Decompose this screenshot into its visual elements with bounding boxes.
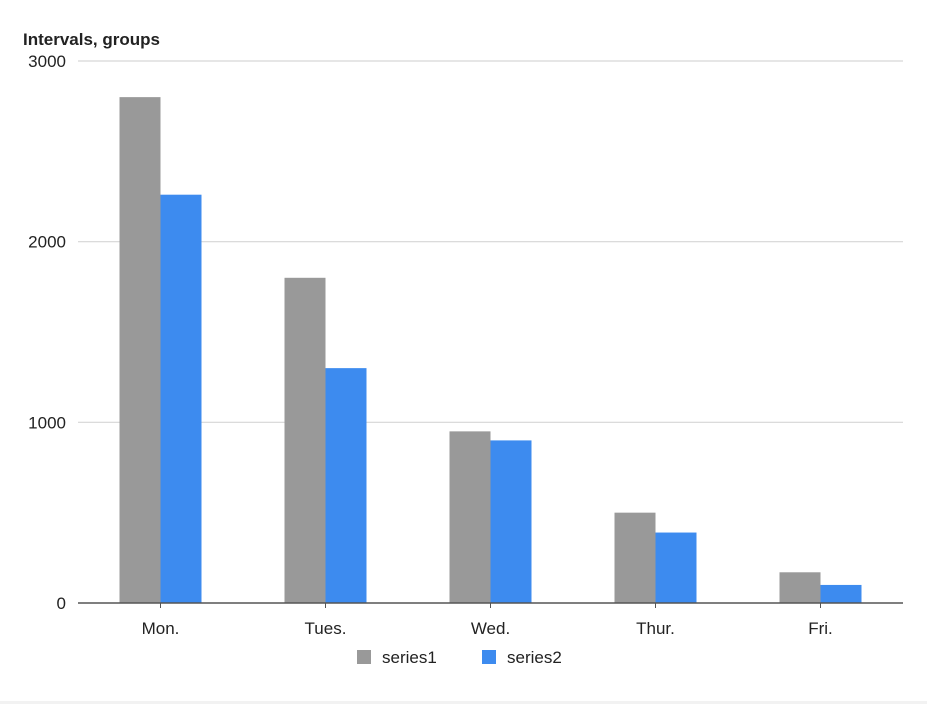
y-tick-label: 1000 bbox=[28, 413, 66, 432]
footer-divider bbox=[0, 701, 927, 704]
y-axis-title: Intervals, groups bbox=[23, 30, 160, 49]
y-tick-label: 0 bbox=[57, 594, 66, 613]
bar-series2-wed bbox=[490, 440, 532, 603]
y-tick-labels: 0 1000 2000 3000 bbox=[28, 52, 66, 613]
y-tick-label: 3000 bbox=[28, 52, 66, 71]
x-tick-label: Thur. bbox=[636, 619, 675, 638]
bars bbox=[119, 97, 862, 603]
bar-series1-tues bbox=[284, 277, 326, 603]
bar-series1-thur bbox=[614, 512, 656, 603]
bar-series2-tues bbox=[325, 368, 367, 603]
bar-series2-mon bbox=[160, 194, 202, 603]
x-tick-label: Wed. bbox=[471, 619, 510, 638]
legend-swatch-series2 bbox=[482, 650, 496, 664]
x-tick-label: Mon. bbox=[142, 619, 180, 638]
bar-series1-wed bbox=[449, 431, 491, 603]
legend-label-series2: series2 bbox=[507, 648, 562, 667]
y-tick-label: 2000 bbox=[28, 233, 66, 252]
x-tick-label: Fri. bbox=[808, 619, 833, 638]
bar-series1-fri bbox=[779, 572, 821, 603]
bar-series2-thur bbox=[655, 532, 697, 603]
legend-label-series1: series1 bbox=[382, 648, 437, 667]
x-tick-label: Tues. bbox=[305, 619, 347, 638]
bar-series1-mon bbox=[119, 97, 161, 603]
legend-swatch-series1 bbox=[357, 650, 371, 664]
bar-series2-fri bbox=[820, 584, 862, 603]
x-tick-labels: Mon. Tues. Wed. Thur. Fri. bbox=[142, 603, 833, 638]
legend: series1 series2 bbox=[357, 648, 562, 667]
gridlines bbox=[78, 60, 903, 423]
